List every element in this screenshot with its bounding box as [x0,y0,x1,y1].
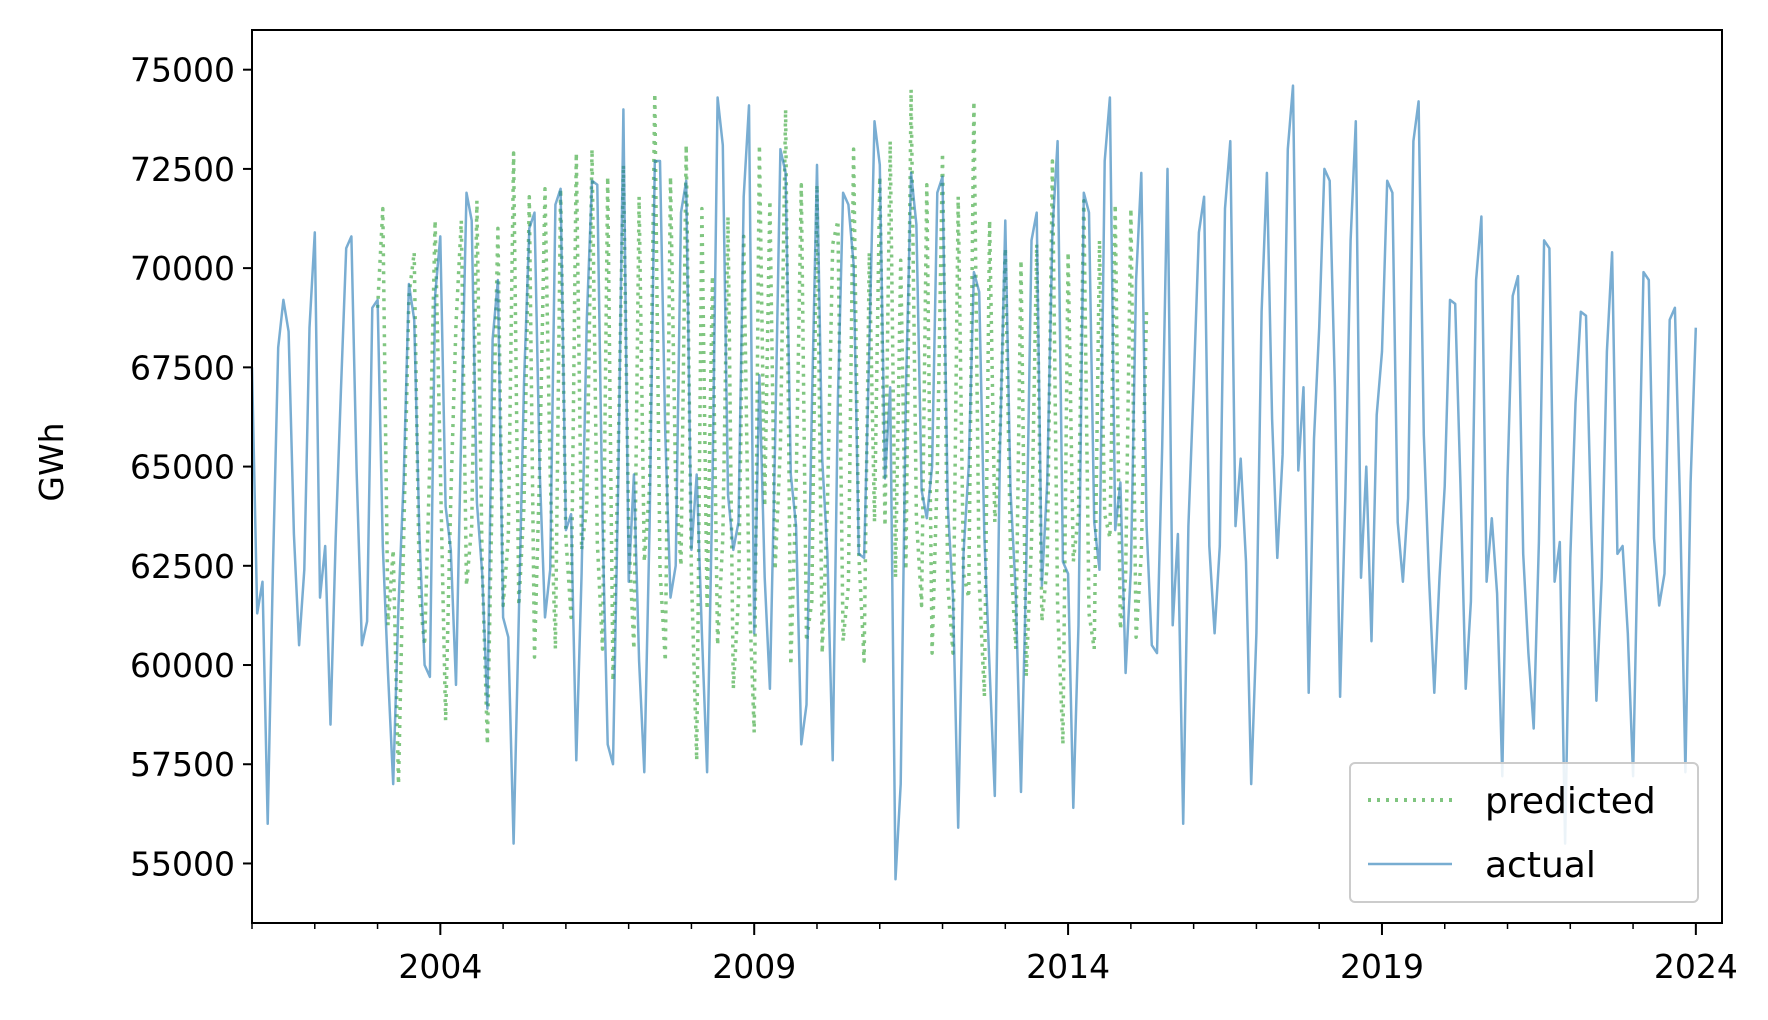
x-tick-label: 2014 [1026,947,1110,986]
series-layer [250,84,1698,881]
y-tick-label: 75000 [130,51,235,90]
legend: predicted actual [1349,762,1699,903]
y-tick-label: 72500 [130,150,235,189]
x-tick-label: 2019 [1340,947,1424,986]
y-axis-label: GWh [32,422,71,501]
x-tick-label: 2004 [398,947,482,986]
legend-box [1349,762,1699,903]
y-tick-label: 70000 [130,249,235,288]
x-tick-label: 2024 [1654,947,1738,986]
x-tick-label: 2009 [712,947,796,986]
legend-actual-label: actual [1485,845,1596,886]
y-tick-label: 62500 [130,547,235,586]
y-tick-label: 55000 [130,844,235,883]
plot-frame [251,29,1723,924]
series-line-actual [250,84,1698,881]
y-tick-label: 65000 [130,448,235,487]
axes-layer: 55000 57500 60000 62500 65000 67500 70000 72500… [130,29,1738,986]
legend-predicted-label: predicted [1485,781,1656,822]
y-tick-label: 67500 [130,348,235,387]
y-tick-label: 57500 [130,745,235,784]
y-tick-label: 60000 [130,646,235,685]
